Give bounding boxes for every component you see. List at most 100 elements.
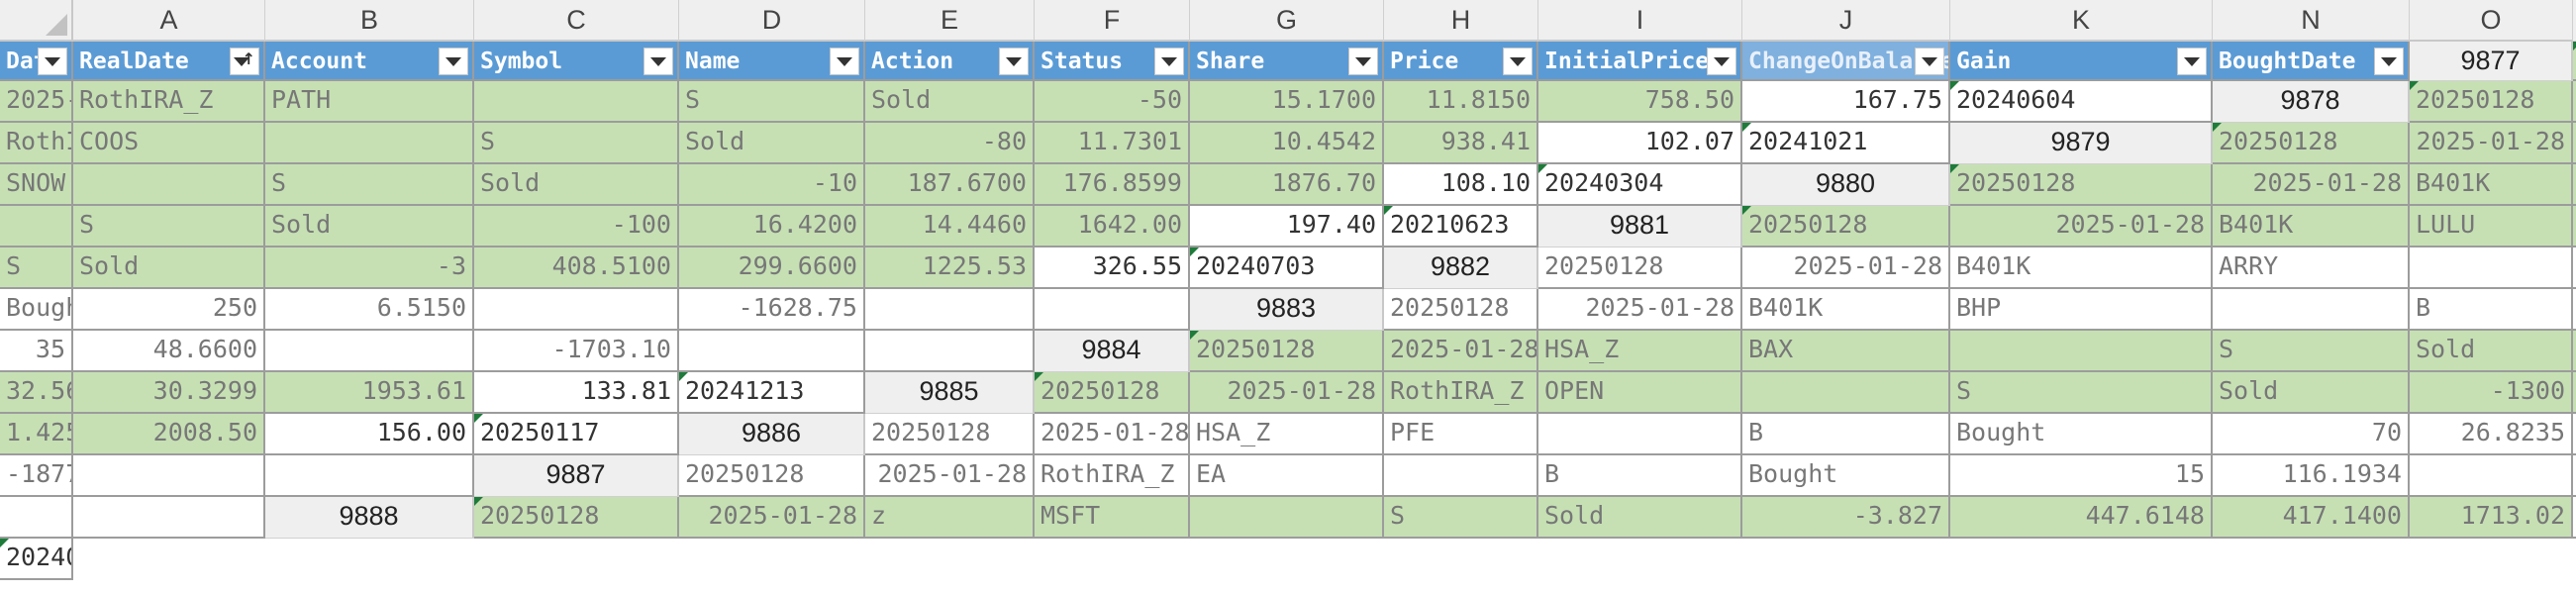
cell-symbol[interactable]: NTDOY xyxy=(2573,164,2576,206)
cell-gain[interactable]: 167.75 xyxy=(1742,81,1950,123)
filter-dropdown-icon[interactable] xyxy=(1915,48,1944,75)
cell-name[interactable] xyxy=(1384,455,1538,497)
row-header[interactable]: 9884 xyxy=(1035,331,1190,372)
cell-price[interactable]: 6.5150 xyxy=(265,289,474,331)
filter-dropdown-icon[interactable] xyxy=(2374,48,2404,75)
cell-boughtdate[interactable] xyxy=(1035,289,1190,331)
cell-action[interactable]: S xyxy=(1384,497,1538,539)
cell-date[interactable]: 20250128 xyxy=(474,497,679,539)
cell-share[interactable]: -100 xyxy=(474,206,679,248)
filter-dropdown-icon[interactable] xyxy=(830,48,859,75)
cell-price[interactable]: 15.1700 xyxy=(1190,81,1384,123)
cell-initialprice[interactable]: 1.4250 xyxy=(0,414,73,455)
cell-action[interactable]: B xyxy=(2573,248,2576,289)
row-header[interactable]: 9888 xyxy=(265,497,474,539)
cell-symbol[interactable]: PFE xyxy=(1384,414,1538,455)
cell-action[interactable]: B xyxy=(1538,455,1742,497)
cell-gain[interactable] xyxy=(679,331,865,372)
cell-gain[interactable]: 102.07 xyxy=(1538,123,1742,164)
cell-status[interactable]: Bought xyxy=(2573,289,2576,331)
cell-changeonbalance[interactable]: -1703.10 xyxy=(474,331,679,372)
cell-account[interactable]: z xyxy=(865,497,1035,539)
cell-date[interactable]: 20250128 xyxy=(1384,289,1538,331)
cell-account[interactable]: B401K xyxy=(2213,206,2410,248)
table-header-price[interactable]: Price xyxy=(1384,42,1538,81)
cell-initialprice[interactable]: 14.4460 xyxy=(865,206,1035,248)
cell-boughtdate[interactable]: 20241021 xyxy=(1742,123,1950,164)
cell-share[interactable]: -60 xyxy=(2573,331,2576,372)
cell-price[interactable]: 408.5100 xyxy=(474,248,679,289)
cell-price[interactable]: 447.6148 xyxy=(1950,497,2213,539)
filter-dropdown-icon[interactable] xyxy=(1503,48,1533,75)
table-header-initialprice[interactable]: InitialPrice xyxy=(1538,42,1742,81)
cell-changeonbalance[interactable]: 1225.53 xyxy=(865,248,1035,289)
cell-initialprice[interactable]: 299.6600 xyxy=(679,248,865,289)
cell-date[interactable]: 20250128 xyxy=(865,414,1035,455)
filter-dropdown-icon[interactable] xyxy=(439,48,468,75)
column-header-b[interactable]: B xyxy=(265,0,474,42)
cell-name[interactable] xyxy=(0,206,73,248)
cell-changeonbalance[interactable]: 938.41 xyxy=(1384,123,1538,164)
column-header-c[interactable]: C xyxy=(474,0,679,42)
cell-realdate[interactable]: 2025-01-28 xyxy=(1384,331,1538,372)
cell-date[interactable]: 20250128 xyxy=(1950,164,2213,206)
row-header[interactable]: 9886 xyxy=(679,414,865,455)
filter-dropdown-icon[interactable] xyxy=(2177,48,2207,75)
cell-share[interactable]: -1300 xyxy=(2410,372,2573,414)
cell-account[interactable]: HSA_Z xyxy=(1190,414,1384,455)
cell-boughtdate[interactable]: 20240304 xyxy=(1538,164,1742,206)
cell-gain[interactable]: 326.55 xyxy=(1035,248,1190,289)
cell-price[interactable]: 16.4200 xyxy=(679,206,865,248)
row-header[interactable]: 9881 xyxy=(1538,206,1742,248)
row-header[interactable]: 9877 xyxy=(2410,42,2573,81)
cell-action[interactable]: B xyxy=(1742,414,1950,455)
cell-boughtdate[interactable]: 20240703 xyxy=(1190,248,1384,289)
cell-initialprice[interactable]: 30.3299 xyxy=(73,372,265,414)
cell-initialprice[interactable]: 176.8599 xyxy=(1035,164,1190,206)
cell-date[interactable]: 20250128 xyxy=(1538,248,1742,289)
cell-account[interactable]: B401K xyxy=(2410,164,2573,206)
cell-action[interactable]: B xyxy=(2410,289,2573,331)
filter-dropdown-icon[interactable] xyxy=(38,48,67,75)
cell-name[interactable] xyxy=(2573,206,2576,248)
table-header-date[interactable]: Date xyxy=(0,42,73,81)
cell-gain[interactable] xyxy=(0,497,73,539)
column-header-j[interactable]: J xyxy=(1742,0,1950,42)
cell-status[interactable]: Sold xyxy=(2410,331,2573,372)
cell-name[interactable] xyxy=(474,81,679,123)
column-header-k[interactable]: K xyxy=(1950,0,2213,42)
cell-name[interactable] xyxy=(1950,331,2213,372)
cell-price[interactable]: 32.5601 xyxy=(0,372,73,414)
cell-realdate[interactable]: 2025-01-28 xyxy=(1742,248,1950,289)
cell-symbol[interactable]: ARRY xyxy=(2213,248,2410,289)
cell-date[interactable]: 20250128 xyxy=(1035,372,1190,414)
cell-symbol[interactable]: BHP xyxy=(1950,289,2213,331)
cell-changeonbalance[interactable]: 758.50 xyxy=(1538,81,1742,123)
table-header-boughtdate[interactable]: BoughtDate xyxy=(2213,42,2410,81)
row-header[interactable]: 9880 xyxy=(1742,164,1950,206)
cell-boughtdate[interactable]: 20240604 xyxy=(1950,81,2213,123)
cell-status[interactable]: Sold xyxy=(1538,497,1742,539)
cell-boughtdate[interactable]: 20250117 xyxy=(474,414,679,455)
cell-share[interactable]: -3 xyxy=(265,248,474,289)
cell-realdate[interactable]: 2025-01-28 xyxy=(1035,414,1190,455)
cell-initialprice[interactable]: 11.8150 xyxy=(1384,81,1538,123)
cell-name[interactable] xyxy=(1742,372,1950,414)
cell-symbol[interactable]: LULU xyxy=(2410,206,2573,248)
cell-changeonbalance[interactable]: 1642.00 xyxy=(1035,206,1190,248)
cell-status[interactable]: Bought xyxy=(0,289,73,331)
cell-status[interactable]: Sold xyxy=(73,248,265,289)
cell-initialprice[interactable] xyxy=(2410,455,2573,497)
cell-share[interactable]: -10 xyxy=(679,164,865,206)
cell-changeonbalance[interactable]: 1713.02 xyxy=(2410,497,2573,539)
cell-gain[interactable]: 197.40 xyxy=(1190,206,1384,248)
cell-price[interactable]: 48.6600 xyxy=(73,331,265,372)
table-header-changeonbalance[interactable]: ChangeOnBalance xyxy=(1742,42,1950,81)
cell-action[interactable]: S xyxy=(73,206,265,248)
row-header[interactable]: 9883 xyxy=(1190,289,1384,331)
filter-dropdown-icon[interactable] xyxy=(1348,48,1378,75)
cell-symbol[interactable]: SNOW xyxy=(0,164,73,206)
cell-symbol[interactable]: BAX xyxy=(1742,331,1950,372)
cell-date[interactable]: 20250128 xyxy=(1190,331,1384,372)
cell-account[interactable]: HSA_Z xyxy=(1538,331,1742,372)
